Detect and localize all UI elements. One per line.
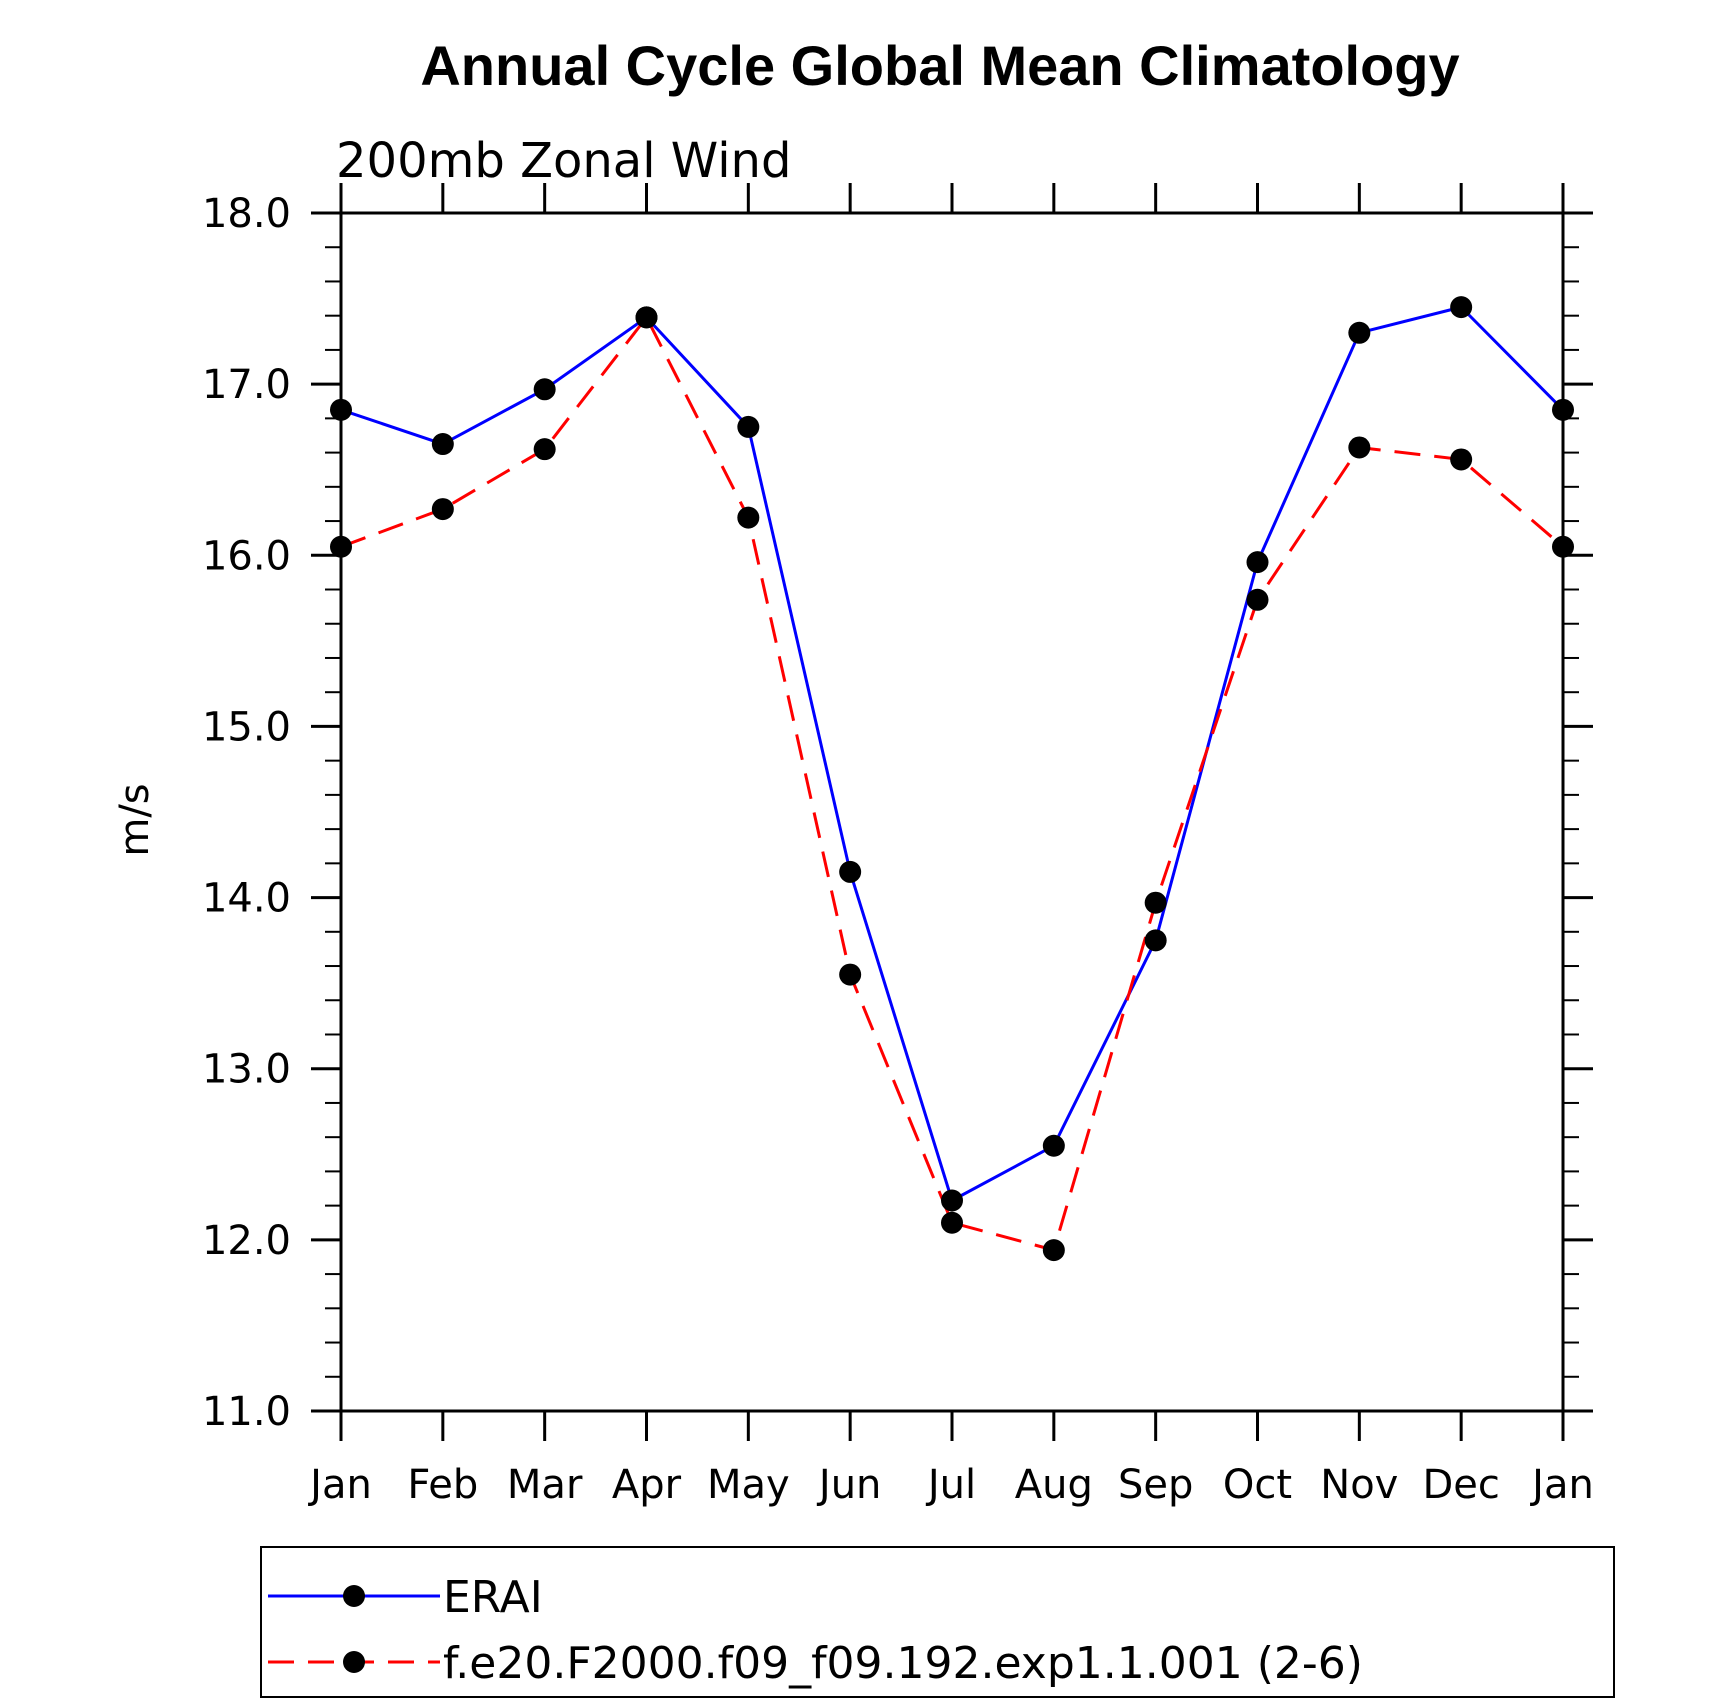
y-axis-label: m/s: [112, 783, 158, 856]
series-0-point: [737, 415, 760, 438]
series-0-point: [1246, 551, 1269, 574]
x-tick-label: Jul: [925, 1462, 976, 1508]
legend-label-1: f.e20.F2000.f09_f09.192.exp1.1.001 (2-6): [443, 1638, 1363, 1689]
series-1-point: [1450, 448, 1473, 471]
chart-title: Annual Cycle Global Mean Climatology: [420, 34, 1459, 97]
series-1-point: [737, 506, 760, 529]
y-tick-label: 11.0: [202, 1389, 291, 1435]
series-1-point: [941, 1211, 963, 1234]
x-tick-labels: Jan Feb Mar Apr May Jun Jul Aug Sep Oct Nov Dec Jan: [307, 1462, 1594, 1508]
legend-label-0: ERAI: [443, 1572, 543, 1623]
series-1-point: [431, 498, 454, 521]
series-1-point: [1144, 891, 1167, 914]
series-0-point: [330, 398, 352, 421]
y-tick-label: 17.0: [202, 362, 291, 408]
x-tick-label: Jan: [1529, 1462, 1594, 1508]
series-1-point: [1246, 588, 1269, 611]
plot-axes: [311, 183, 1593, 1441]
series-1-point: [533, 438, 556, 461]
series-1-point: [1348, 436, 1371, 459]
legend-entries: ERAI f.e20.F2000.f09_f09.192.exp1.1.001 (…: [268, 1572, 1363, 1689]
chart-subtitle: 200mb Zonal Wind: [336, 133, 791, 189]
x-tick-label: Oct: [1223, 1462, 1292, 1508]
x-tick-label: Dec: [1422, 1462, 1499, 1508]
series-0-point: [431, 433, 454, 456]
y-tick-label: 13.0: [202, 1047, 291, 1093]
series-0-point: [533, 378, 556, 401]
series-layer: [330, 296, 1574, 1262]
series-0-point: [1552, 398, 1574, 421]
x-tick-label: Feb: [407, 1462, 478, 1508]
x-tick-label: Nov: [1320, 1462, 1398, 1508]
series-1-point: [1042, 1239, 1065, 1262]
series-1-point: [635, 306, 658, 329]
y-tick-label: 12.0: [202, 1218, 291, 1264]
series-0-point: [839, 860, 862, 883]
y-tick-label: 15.0: [202, 704, 291, 750]
x-tick-label: Jun: [816, 1462, 882, 1508]
series-0-point: [1144, 929, 1167, 952]
series-0-point: [941, 1189, 963, 1212]
x-tick-label: Mar: [507, 1462, 583, 1508]
series-1-point: [839, 963, 862, 986]
series-1-point: [1552, 535, 1574, 558]
x-tick-label: Jan: [307, 1462, 372, 1508]
series-line-1: [340, 315, 1564, 1252]
y-tick-labels: 11.0 12.0 13.0 14.0 15.0 16.0 17.0 18.0: [202, 191, 291, 1435]
x-tick-label: May: [707, 1462, 790, 1508]
x-tick-label: Aug: [1015, 1462, 1093, 1508]
y-tick-label: 18.0: [202, 191, 291, 237]
legend-marker-0: [343, 1585, 365, 1607]
series-0-point: [1042, 1134, 1065, 1157]
y-tick-label: 14.0: [202, 876, 291, 922]
series-0-point: [1450, 296, 1473, 319]
x-tick-label: Sep: [1118, 1462, 1193, 1508]
legend-box: [260, 1546, 1615, 1698]
y-tick-label: 16.0: [202, 533, 291, 579]
series-1-point: [330, 535, 352, 558]
series-0-point: [1348, 321, 1371, 344]
legend: ERAI f.e20.F2000.f09_f09.192.exp1.1.001 (…: [260, 1546, 1615, 1698]
series-line-0: [340, 305, 1565, 1202]
legend-marker-1: [343, 1651, 365, 1673]
x-tick-label: Apr: [612, 1462, 682, 1508]
